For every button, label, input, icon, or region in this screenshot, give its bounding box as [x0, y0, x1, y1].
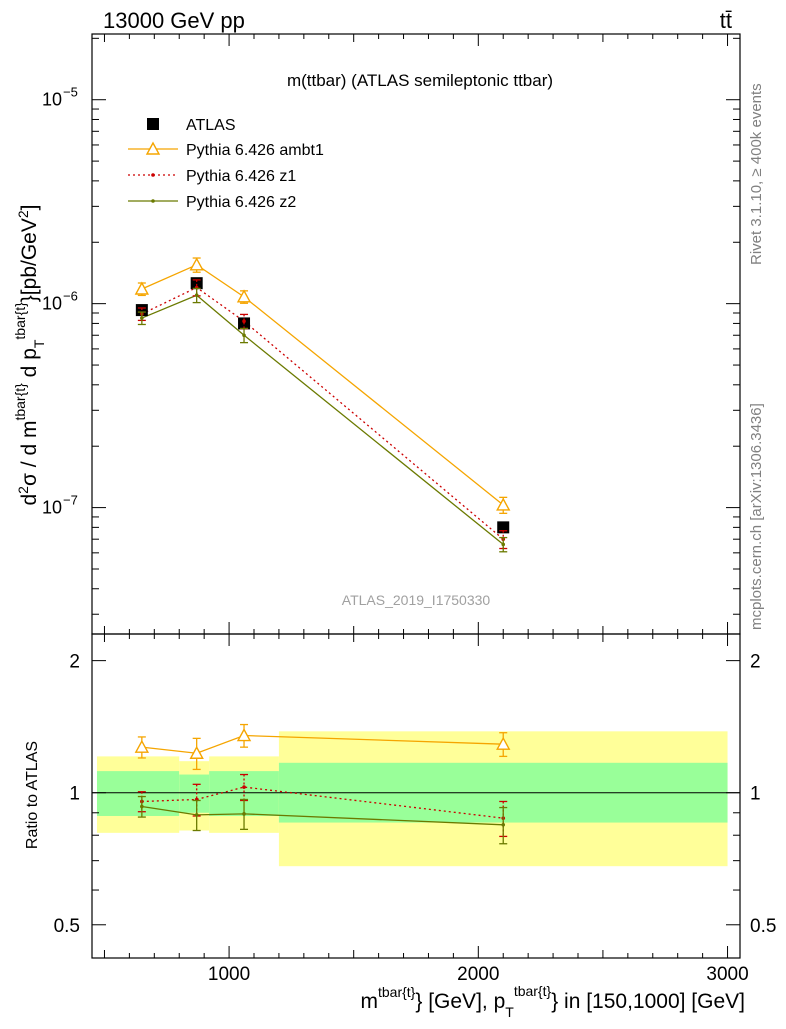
- ratio-y-axis-label: Ratio to ATLAS: [24, 741, 41, 849]
- ratio-marker-pythia-6-426-z2-3: [501, 822, 506, 827]
- chart-title: m(ttbar) (ATLAS semileptonic ttbar): [287, 71, 553, 90]
- main-y-axis-label: d2σ / d mtbar{t} d pTtbar{t}}[pb/GeV2]: [12, 204, 47, 505]
- legend-marker-z1: [151, 173, 155, 177]
- main-y-tick-label-0: 10: [42, 498, 62, 518]
- rivet-version-label: Rivet 3.1.10, ≥ 400k events: [748, 83, 765, 265]
- ratio-marker-pythia-6-426-z2-0: [140, 804, 144, 809]
- main-line-pythia-6-426-z1: [141, 286, 504, 540]
- x-tick-label-3000: 3000: [706, 964, 748, 985]
- atlas-point-0: [135, 304, 148, 317]
- main-marker-pythia-6-426-ambt1-0: [134, 281, 150, 295]
- ratio-marker-pythia-6-426-z2-1: [194, 813, 199, 817]
- main-marker-pythia-6-426-ambt1-2: [236, 289, 252, 303]
- ratio-marker-pythia-6-426-ambt1-1: [189, 745, 204, 759]
- ratio-marker-pythia-6-426-ambt1-2: [236, 728, 252, 742]
- analysis-watermark: ATLAS_2019_I1750330: [342, 592, 491, 608]
- legend-label-z1: Pythia 6.426 z1: [186, 168, 296, 185]
- legend: ATLAS Pythia 6.426 ambt1 Pythia 6.426 z1…: [128, 117, 324, 211]
- main-marker-pythia-6-426-z2-0: [140, 316, 144, 320]
- ratio-line-pythia-6-426-z2: [141, 805, 504, 826]
- ratio-line-pythia-6-426-ambt1: [141, 734, 504, 754]
- main-y-tick-exp-1: −6: [63, 289, 78, 304]
- ratio-panel-frame: [91, 633, 741, 959]
- ratio-band-inner-1: [179, 774, 210, 813]
- main-marker-pythia-6-426-ambt1-1: [189, 257, 204, 271]
- main-line-pythia-6-426-z2: [141, 294, 504, 545]
- legend-label-z2: Pythia 6.426 z2: [186, 194, 296, 211]
- x-tick-label-2000: 2000: [457, 964, 499, 985]
- main-y-tick-label-2: 10: [42, 90, 62, 110]
- legend-label-ambt1: Pythia 6.426 ambt1: [186, 142, 324, 159]
- ratio-marker-pythia-6-426-ambt1-3: [496, 736, 511, 750]
- ratio-band-inner-0: [96, 771, 180, 816]
- main-marker-pythia-6-426-z2-1: [194, 293, 199, 298]
- legend-marker-ambt1: [145, 141, 161, 155]
- ratio-y-tick-label-right-1: 1: [750, 784, 761, 805]
- series-markers: [134, 257, 511, 845]
- main-marker-pythia-6-426-ambt1-3: [496, 497, 511, 511]
- legend-marker-z2: [151, 199, 155, 203]
- ratio-marker-pythia-6-426-z1-2: [242, 785, 246, 789]
- x-tick-label-1000: 1000: [208, 964, 250, 985]
- legend-label-atlas: ATLAS: [186, 117, 236, 134]
- main-marker-pythia-6-426-z2-3: [501, 542, 506, 547]
- ratio-y-tick-label-right-2: 2: [750, 652, 761, 673]
- main-y-tick-exp-2: −5: [63, 85, 78, 100]
- ratio-y-tick-label-left-0: 0.5: [54, 916, 80, 937]
- ratio-bands: [92, 731, 740, 867]
- header-left: 13000 GeV pp: [103, 8, 245, 33]
- main-y-tick-exp-0: −7: [63, 493, 78, 508]
- header-right: tt̄: [720, 8, 732, 33]
- ratio-y-tick-label-left-2: 2: [69, 652, 80, 673]
- x-axis-label: mtbar{t}} [GeV], pTtbar{t}} in [150,1000…: [360, 983, 745, 1020]
- main-y-tick-label-1: 10: [42, 294, 62, 314]
- main-line-pythia-6-426-ambt1: [141, 264, 504, 506]
- legend-marker-atlas: [147, 118, 159, 130]
- ratio-marker-pythia-6-426-ambt1-0: [134, 739, 150, 753]
- mcplots-label: mcplots.cern.ch [arXiv:1306.3436]: [748, 403, 765, 630]
- ratio-y-tick-label-left-1: 1: [69, 784, 80, 805]
- main-marker-pythia-6-426-z2-2: [242, 333, 246, 338]
- main-marker-pythia-6-426-z1-2: [242, 319, 246, 324]
- ratio-marker-pythia-6-426-z2-2: [242, 812, 246, 816]
- ratio-y-tick-label-right-0: 0.5: [750, 916, 776, 937]
- series-lines: [141, 264, 504, 826]
